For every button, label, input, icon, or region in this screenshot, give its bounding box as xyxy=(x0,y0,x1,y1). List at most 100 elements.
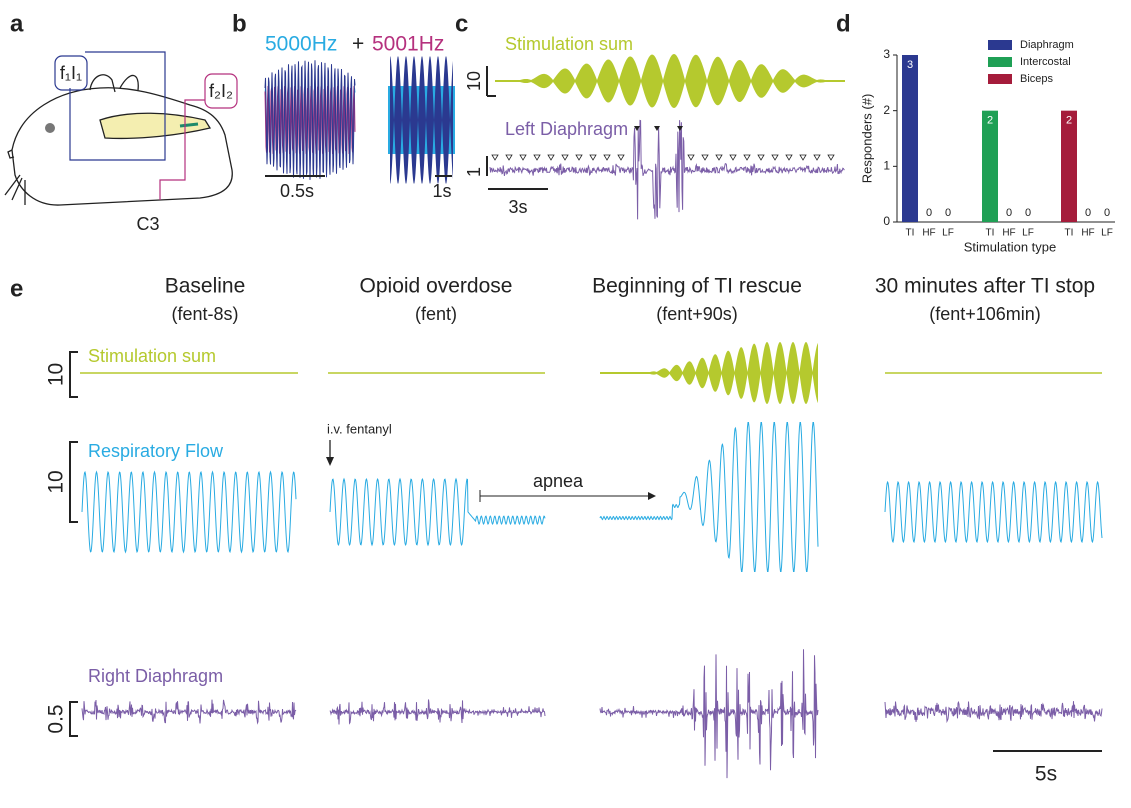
panel-label: e xyxy=(10,275,23,302)
right-diaphragm xyxy=(330,700,545,725)
column-subtitle: (fent+106min) xyxy=(929,304,1041,324)
row-label: Right Diaphragm xyxy=(88,666,223,686)
x-tick-label: HF xyxy=(1081,228,1094,239)
y-tick-label: 0 xyxy=(883,214,890,228)
x-axis-label: Stimulation type xyxy=(964,239,1057,254)
electrode-label: f₂I₂ xyxy=(209,81,233,101)
panel-label: d xyxy=(836,10,851,37)
trace-label: Stimulation sum xyxy=(505,34,633,54)
x-tick-label: TI xyxy=(986,228,995,239)
stim-marker xyxy=(677,126,683,131)
scale-label: 10 xyxy=(464,71,484,91)
column-title: Beginning of TI rescue xyxy=(592,275,802,298)
panel-label: a xyxy=(10,10,24,37)
x-tick-label: TI xyxy=(906,228,915,239)
y-axis-label: Responders (#) xyxy=(859,94,874,184)
x-tick-label: TI xyxy=(1065,228,1074,239)
breath-marker xyxy=(828,155,834,160)
breath-marker xyxy=(800,155,806,160)
column-title: Opioid overdose xyxy=(360,275,513,298)
freq-label: 5001Hz xyxy=(372,33,444,56)
breath-marker xyxy=(492,155,498,160)
stim-sum xyxy=(495,54,845,108)
row-label: Stimulation sum xyxy=(88,346,216,366)
beat-sum xyxy=(390,56,453,184)
y-tick-label: 3 xyxy=(883,47,890,61)
row-label: Respiratory Flow xyxy=(88,441,224,461)
breath-marker xyxy=(520,155,526,160)
scale-label: 0.5s xyxy=(280,181,314,201)
scale-label: 10 xyxy=(45,470,68,493)
site-label: C3 xyxy=(136,214,159,234)
breath-marker xyxy=(786,155,792,160)
breath-marker xyxy=(716,155,722,160)
column-subtitle: (fent) xyxy=(415,304,457,324)
traces: Baseline (fent-8s) Opioid overdose (fent) Be… xyxy=(45,275,1102,786)
arrow-head xyxy=(326,457,334,466)
value-label: 3 xyxy=(907,59,913,71)
breath-marker xyxy=(758,155,764,160)
value-label: 0 xyxy=(1085,207,1091,219)
value-label: 2 xyxy=(1066,115,1072,127)
breath-marker xyxy=(618,155,624,160)
breath-marker xyxy=(730,155,736,160)
value-label: 0 xyxy=(1006,207,1012,219)
column-title: Baseline xyxy=(165,275,246,298)
y-tick-label: 1 xyxy=(883,159,890,173)
breath-marker xyxy=(814,155,820,160)
scale-bar xyxy=(70,352,78,397)
bar xyxy=(1061,111,1077,222)
legend-label: Biceps xyxy=(1020,73,1054,85)
column-subtitle: (fent-8s) xyxy=(171,304,238,324)
freq-label: 5000Hz xyxy=(265,33,337,56)
resp-flow xyxy=(885,482,1102,542)
breath-marker xyxy=(506,155,512,160)
bar xyxy=(902,55,918,222)
scale-label: 1s xyxy=(432,181,451,201)
scale-bar xyxy=(70,702,78,736)
beat-waveform xyxy=(265,56,455,184)
value-label: 0 xyxy=(926,207,932,219)
breath-marker xyxy=(744,155,750,160)
value-label: 0 xyxy=(1025,207,1031,219)
value-label: 0 xyxy=(945,207,951,219)
value-label: 2 xyxy=(987,115,993,127)
stim-sum xyxy=(600,342,818,404)
right-diaphragm xyxy=(600,649,818,778)
injection-label: i.v. fentanyl xyxy=(327,421,392,436)
breath-marker xyxy=(548,155,554,160)
breath-marker xyxy=(576,155,582,160)
value-label: 0 xyxy=(1104,207,1110,219)
trace-label: Left Diaphragm xyxy=(505,119,628,139)
panel-label: c xyxy=(455,10,468,37)
column-subtitle: (fent+90s) xyxy=(656,304,738,324)
right-diaphragm xyxy=(885,701,1102,722)
breath-marker xyxy=(534,155,540,160)
electrode-label: f₁I₁ xyxy=(60,63,82,83)
scale-label: 5s xyxy=(1035,763,1057,786)
resp-flow xyxy=(330,479,545,545)
scale-label: 1 xyxy=(464,167,484,177)
scale-label: 0.5 xyxy=(45,704,68,733)
legend-label: Intercostal xyxy=(1020,56,1071,68)
x-tick-label: LF xyxy=(1022,228,1034,239)
arrow-head xyxy=(648,492,656,500)
x-tick-label: LF xyxy=(1101,228,1113,239)
panel-label: b xyxy=(232,10,247,37)
bar-chart: 0 1 2 3 Responders (#) Stimulation type 3 TI 0 HF… xyxy=(859,39,1115,255)
y-tick-label: 2 xyxy=(883,103,890,117)
legend-label: Diaphragm xyxy=(1020,39,1074,51)
x-tick-label: LF xyxy=(942,228,954,239)
bar xyxy=(982,111,998,222)
x-tick-label: HF xyxy=(1002,228,1015,239)
legend-swatch xyxy=(988,74,1012,84)
breath-marker xyxy=(604,155,610,160)
breath-marker xyxy=(688,155,694,160)
column-title: 30 minutes after TI stop xyxy=(875,275,1095,298)
legend-swatch xyxy=(988,40,1012,50)
breath-marker xyxy=(590,155,596,160)
x-tick-label: HF xyxy=(922,228,935,239)
plus-sign: + xyxy=(352,33,364,56)
apnea-label: apnea xyxy=(533,471,584,491)
resp-flow xyxy=(600,423,818,572)
